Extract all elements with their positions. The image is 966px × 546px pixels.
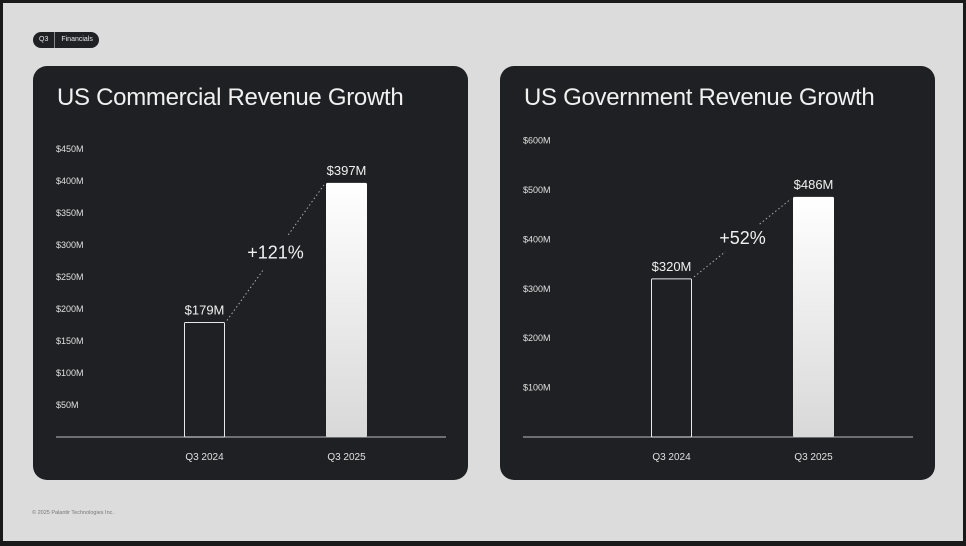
badge-quarter: Q3: [39, 36, 49, 43]
value-label: $320M: [652, 259, 692, 274]
bar-q3-2025: [793, 196, 834, 437]
commercial-chart-card: US Commercial Revenue Growth $50M $100M $1…: [33, 66, 468, 480]
growth-connector: [759, 198, 792, 225]
y-tick-label: $500M: [523, 185, 551, 195]
bar-q3-2024: [651, 278, 692, 438]
growth-connector: [287, 184, 325, 236]
page: Q3 Financials US Commercial Revenue Grow…: [3, 3, 963, 541]
y-tick-label: $450M: [56, 144, 84, 154]
y-tick-label: $50M: [56, 400, 79, 410]
chart-title: US Government Revenue Growth: [524, 84, 875, 111]
section-badge: Q3 Financials: [33, 32, 99, 48]
bar-q3-2024: [184, 321, 225, 438]
bar-q3-2025: [326, 182, 367, 437]
badge-divider: [54, 32, 56, 48]
government-chart: $100M $200M $300M $400M $500M $600M $320M Q3 20…: [523, 136, 913, 463]
x-tick-label: Q3 2024: [185, 452, 224, 463]
growth-label: +121%: [247, 243, 304, 263]
value-label: $179M: [185, 302, 225, 317]
y-tick-label: $250M: [56, 272, 84, 282]
y-tick-label: $150M: [56, 336, 84, 346]
growth-connector: [226, 270, 264, 321]
y-tick-label: $300M: [523, 284, 551, 294]
x-tick-label: Q3 2025: [327, 452, 366, 463]
y-tick-label: $300M: [56, 240, 84, 250]
growth-label: +52%: [719, 228, 766, 248]
y-tick-label: $200M: [56, 304, 84, 314]
y-tick-label: $200M: [523, 333, 551, 343]
chart-title: US Commercial Revenue Growth: [57, 84, 404, 111]
value-label: $397M: [327, 163, 367, 178]
government-chart-card: US Government Revenue Growth $100M $200M $…: [500, 66, 935, 480]
copyright-footer: © 2025 Palantir Technologies Inc.: [32, 510, 114, 516]
badge-section: Financials: [61, 36, 93, 43]
x-tick-label: Q3 2024: [652, 452, 691, 463]
y-tick-label: $100M: [56, 368, 84, 378]
y-tick-label: $600M: [523, 136, 551, 146]
y-tick-label: $400M: [523, 234, 551, 244]
y-tick-label: $350M: [56, 208, 84, 218]
growth-connector: [693, 251, 726, 278]
commercial-chart: $50M $100M $150M $200M $250M $300M $350M $400M $…: [56, 144, 446, 463]
x-tick-label: Q3 2025: [794, 452, 833, 463]
y-tick-label: $400M: [56, 176, 84, 186]
value-label: $486M: [794, 177, 834, 192]
y-tick-label: $100M: [523, 383, 551, 393]
